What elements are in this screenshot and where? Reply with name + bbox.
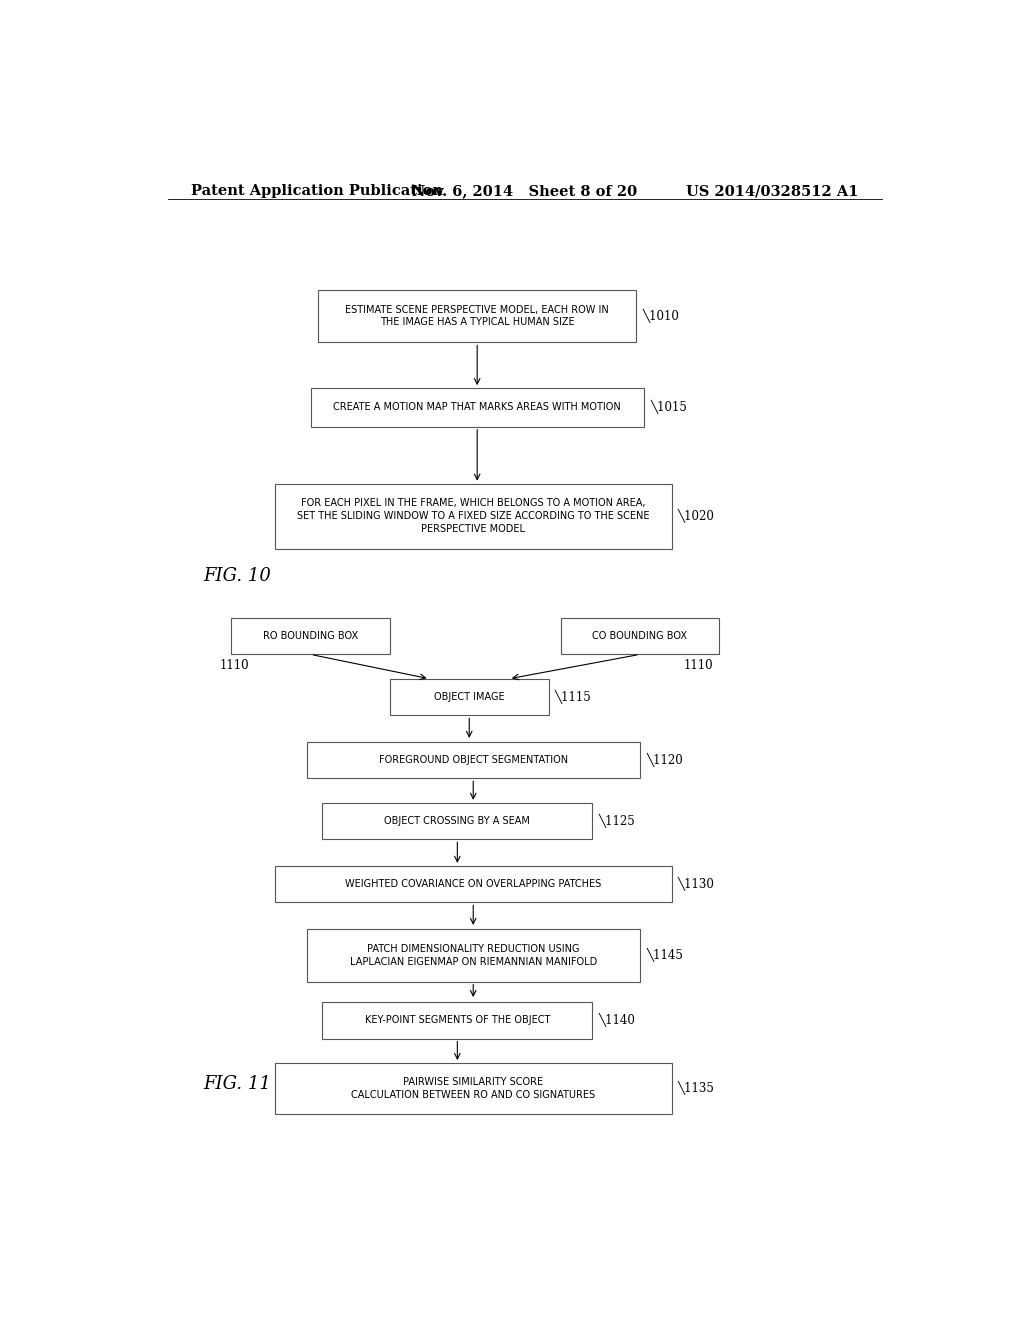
Bar [323, 803, 592, 840]
Text: RO BOUNDING BOX: RO BOUNDING BOX [263, 631, 358, 642]
Bar [274, 866, 672, 903]
Text: ╲1135: ╲1135 [678, 1081, 715, 1096]
Text: PATCH DIMENSIONALITY REDUCTION USING
LAPLACIAN EIGENMAP ON RIEMANNIAN MANIFOLD: PATCH DIMENSIONALITY REDUCTION USING LAP… [349, 944, 597, 966]
Text: ╲1140: ╲1140 [599, 1014, 636, 1027]
Text: OBJECT IMAGE: OBJECT IMAGE [434, 692, 505, 702]
Text: ╲1015: ╲1015 [650, 400, 687, 414]
Bar [390, 678, 549, 715]
Text: Nov. 6, 2014   Sheet 8 of 20: Nov. 6, 2014 Sheet 8 of 20 [413, 185, 637, 198]
Bar [310, 388, 644, 426]
Text: 1110: 1110 [219, 660, 249, 672]
Text: OBJECT CROSSING BY A SEAM: OBJECT CROSSING BY A SEAM [384, 816, 530, 826]
Bar [560, 618, 719, 655]
Text: FIG. 11: FIG. 11 [204, 1076, 271, 1093]
Text: FIG. 10: FIG. 10 [204, 568, 271, 585]
Text: CREATE A MOTION MAP THAT MARKS AREAS WITH MOTION: CREATE A MOTION MAP THAT MARKS AREAS WIT… [333, 403, 622, 412]
Text: FOREGROUND OBJECT SEGMENTATION: FOREGROUND OBJECT SEGMENTATION [379, 755, 567, 766]
Text: US 2014/0328512 A1: US 2014/0328512 A1 [686, 185, 858, 198]
Bar [323, 1002, 592, 1039]
Text: ╲1125: ╲1125 [599, 814, 635, 828]
Text: 1110: 1110 [684, 660, 713, 672]
Text: KEY-POINT SEGMENTS OF THE OBJECT: KEY-POINT SEGMENTS OF THE OBJECT [365, 1015, 550, 1026]
Bar [318, 289, 636, 342]
Bar [274, 1063, 672, 1114]
Text: WEIGHTED COVARIANCE ON OVERLAPPING PATCHES: WEIGHTED COVARIANCE ON OVERLAPPING PATCH… [345, 879, 601, 890]
Text: ESTIMATE SCENE PERSPECTIVE MODEL, EACH ROW IN
THE IMAGE HAS A TYPICAL HUMAN SIZE: ESTIMATE SCENE PERSPECTIVE MODEL, EACH R… [345, 305, 609, 327]
Text: ╲1130: ╲1130 [678, 876, 715, 891]
Text: PAIRWISE SIMILARITY SCORE
CALCULATION BETWEEN RO AND CO SIGNATURES: PAIRWISE SIMILARITY SCORE CALCULATION BE… [351, 1077, 595, 1100]
Text: FOR EACH PIXEL IN THE FRAME, WHICH BELONGS TO A MOTION AREA,
SET THE SLIDING WIN: FOR EACH PIXEL IN THE FRAME, WHICH BELON… [297, 499, 649, 535]
Text: ╲1120: ╲1120 [646, 754, 683, 767]
Bar [231, 618, 390, 655]
Text: CO BOUNDING BOX: CO BOUNDING BOX [592, 631, 687, 642]
Text: Patent Application Publication: Patent Application Publication [191, 185, 443, 198]
Bar [306, 929, 640, 982]
Text: ╲1020: ╲1020 [678, 510, 715, 523]
Bar [274, 483, 672, 549]
Text: ╲1115: ╲1115 [555, 690, 592, 704]
Bar [306, 742, 640, 779]
Text: ╲1010: ╲1010 [642, 309, 679, 323]
Text: ╲1145: ╲1145 [646, 948, 683, 962]
